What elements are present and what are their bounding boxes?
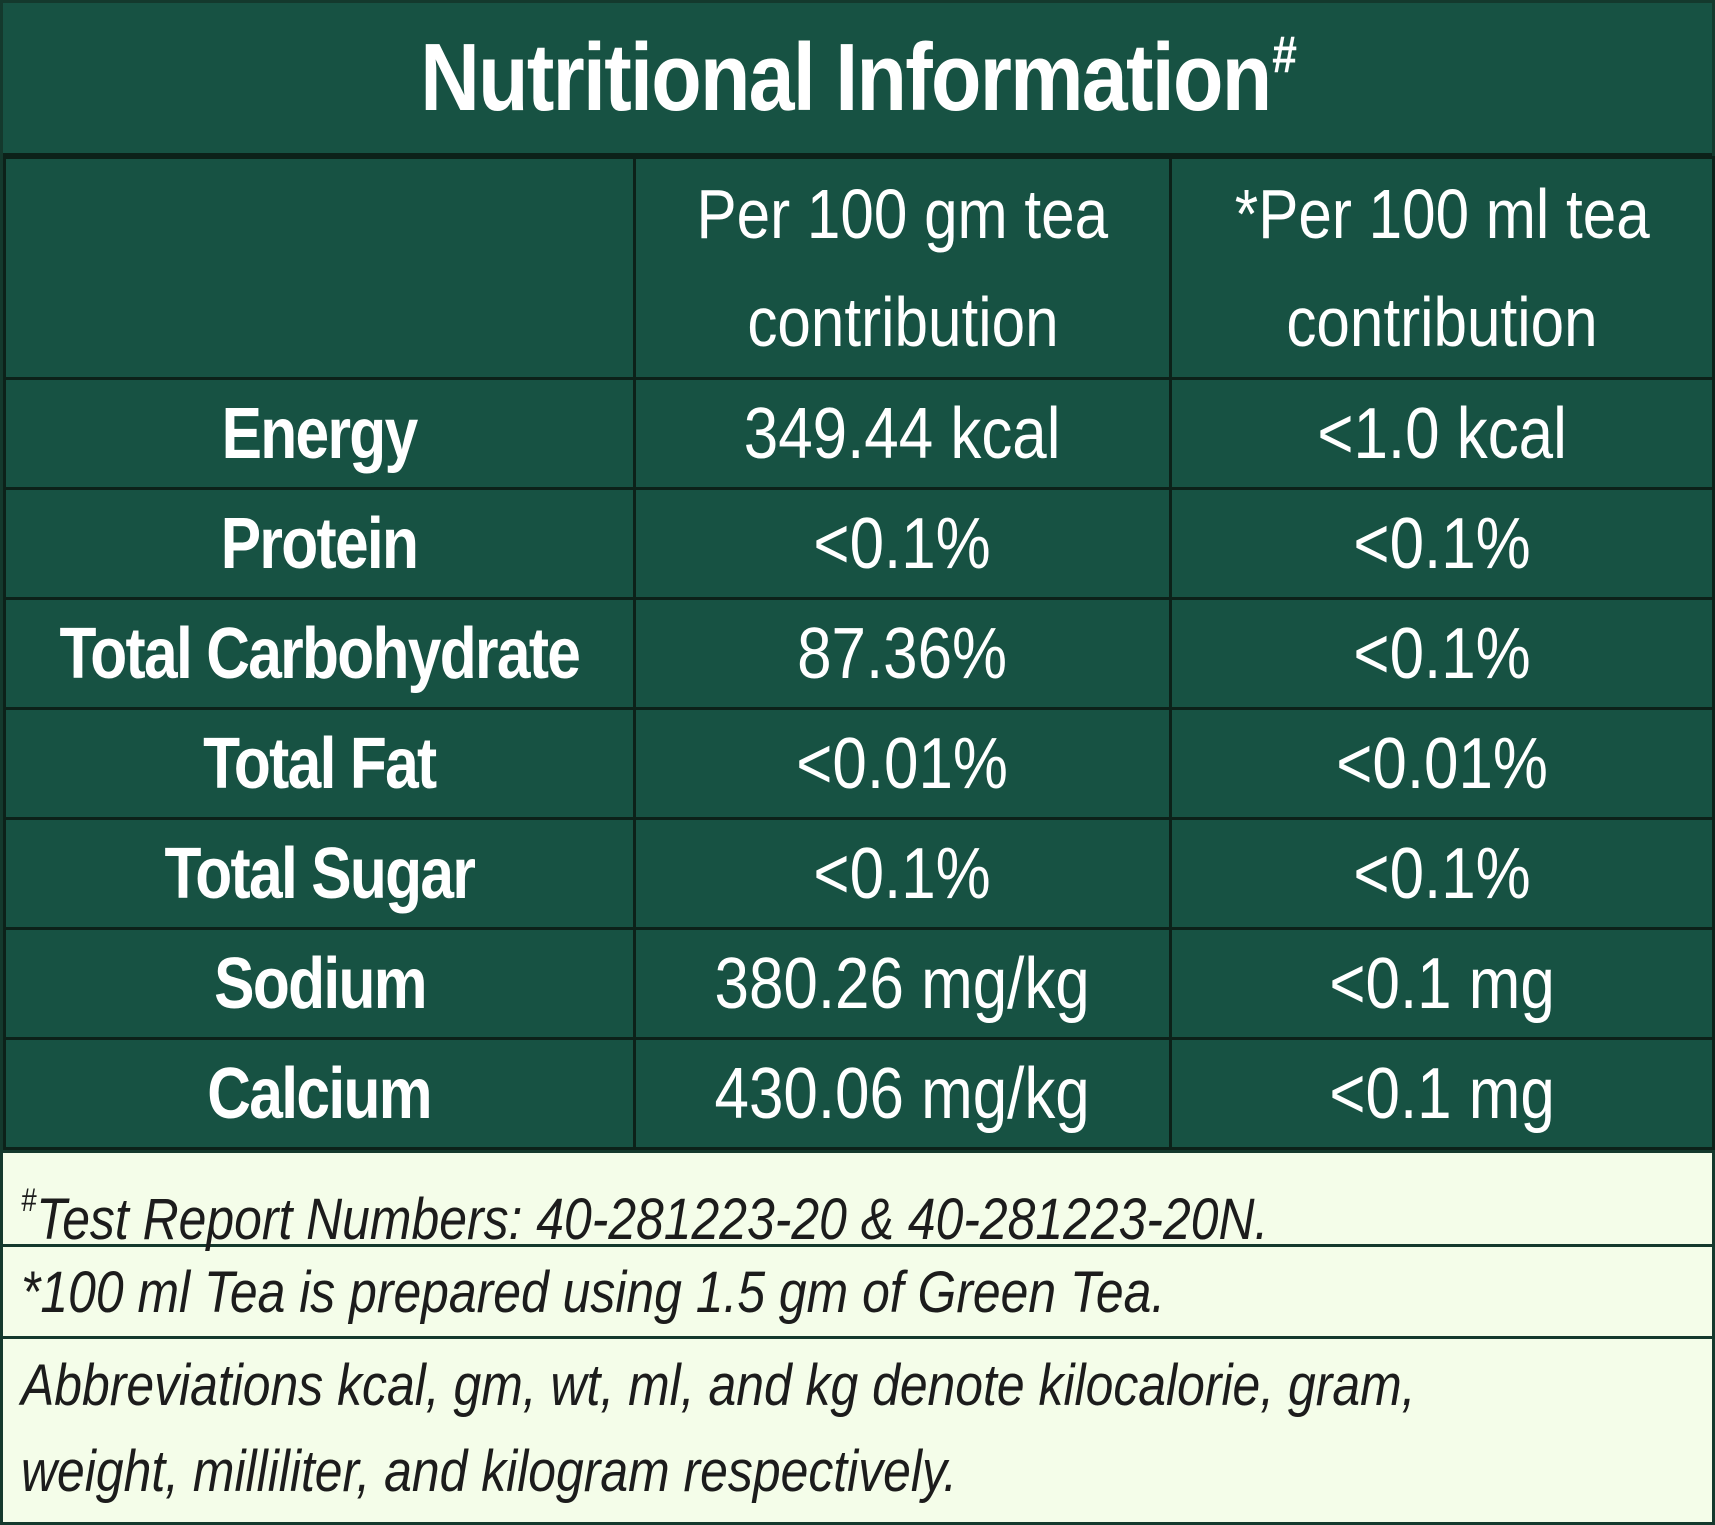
per-100-ml-cell: <0.1% — [1169, 487, 1715, 600]
per-100-ml-cell: <0.01% — [1169, 707, 1715, 820]
nutrient-name-cell: Total Fat — [3, 707, 636, 820]
header-cell-empty — [3, 156, 636, 380]
per-100-ml-cell: <0.1 mg — [1169, 927, 1715, 1040]
header-per-100-gm: Per 100 gm tea contribution — [633, 156, 1172, 380]
per-100-gm-cell: 349.44 kcal — [633, 377, 1172, 490]
per-100-gm-cell: 380.26 mg/kg — [633, 927, 1172, 1040]
table-row: Total Sugar <0.1% <0.1% — [3, 817, 1715, 930]
test-report-note: #Test Report Numbers: 40-281223-20 & 40-… — [3, 1150, 1712, 1252]
table-row: Energy 349.44 kcal <1.0 kcal — [3, 377, 1715, 490]
nutrient-name-cell: Calcium — [3, 1037, 636, 1150]
preparation-note: *100 ml Tea is prepared using 1.5 gm of … — [3, 1244, 1712, 1336]
nutrient-name-cell: Total Sugar — [3, 817, 636, 930]
nutrition-table: Per 100 gm tea contribution *Per 100 ml … — [3, 156, 1715, 1150]
per-100-ml-cell: <0.1% — [1169, 597, 1715, 710]
abbreviations-line-1: Abbreviations kcal, gm, wt, ml, and kg d… — [21, 1353, 1416, 1418]
nutrient-name-cell: Total Carbohydrate — [3, 597, 636, 710]
title-footnote-marker: # — [1271, 26, 1297, 84]
abbreviations-line-2: weight, milliliter, and kilogram respect… — [21, 1439, 958, 1504]
per-100-gm-cell: 87.36% — [633, 597, 1172, 710]
table-row: Total Fat <0.01% <0.01% — [3, 707, 1715, 820]
table-row: Protein <0.1% <0.1% — [3, 487, 1715, 600]
title-bar: Nutritional Information# — [3, 3, 1712, 156]
per-100-gm-cell: 430.06 mg/kg — [633, 1037, 1172, 1150]
abbreviations-note: Abbreviations kcal, gm, wt, ml, and kg d… — [3, 1336, 1712, 1520]
nutrient-name-cell: Sodium — [3, 927, 636, 1040]
table-row: Calcium 430.06 mg/kg <0.1 mg — [3, 1037, 1715, 1150]
table-header-row: Per 100 gm tea contribution *Per 100 ml … — [3, 156, 1715, 380]
nutrient-name-cell: Energy — [3, 377, 636, 490]
test-report-marker: # — [21, 1182, 37, 1218]
per-100-ml-cell: <1.0 kcal — [1169, 377, 1715, 490]
per-100-gm-cell: <0.1% — [633, 817, 1172, 930]
page-title: Nutritional Information# — [419, 24, 1297, 131]
per-100-ml-cell: <0.1 mg — [1169, 1037, 1715, 1150]
table-row: Sodium 380.26 mg/kg <0.1 mg — [3, 927, 1715, 1040]
per-100-gm-cell: <0.01% — [633, 707, 1172, 820]
per-100-ml-cell: <0.1% — [1169, 817, 1715, 930]
footnotes: #Test Report Numbers: 40-281223-20 & 40-… — [3, 1150, 1712, 1520]
per-100-gm-cell: <0.1% — [633, 487, 1172, 600]
nutrient-name-cell: Protein — [3, 487, 636, 600]
table-row: Total Carbohydrate 87.36% <0.1% — [3, 597, 1715, 710]
header-per-100-ml: *Per 100 ml tea contribution — [1169, 156, 1715, 380]
